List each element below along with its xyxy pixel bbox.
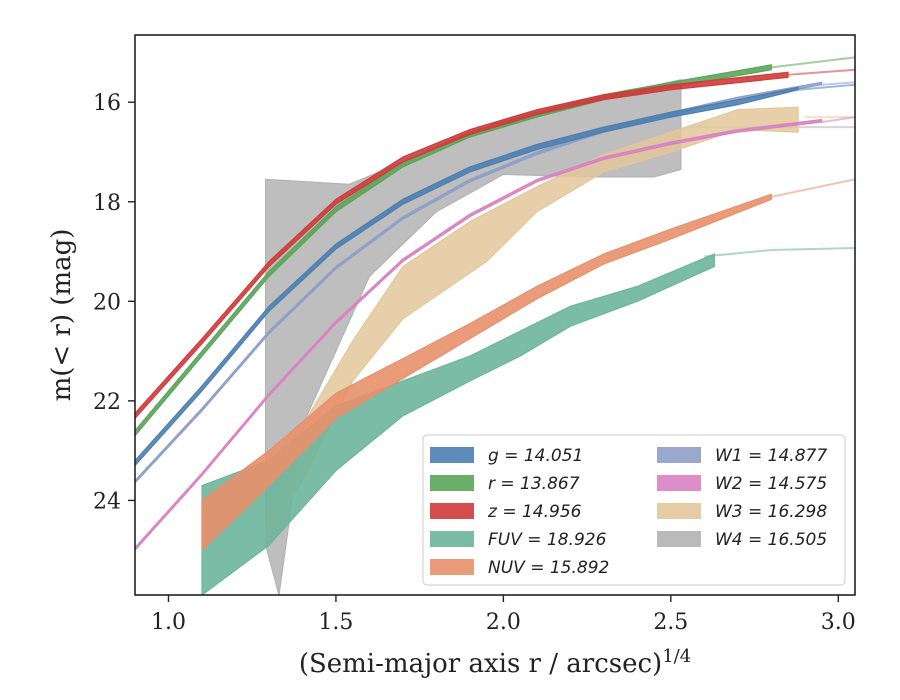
series-z-band <box>135 71 789 420</box>
x-axis-ticks: 1.0 1.5 2.0 2.5 3.0 <box>151 595 856 635</box>
plot-frame <box>134 34 856 596</box>
series-w2 <box>135 116 855 552</box>
series-nuv-band <box>201 193 772 552</box>
series-nuv <box>201 178 855 552</box>
legend-swatch <box>430 447 474 463</box>
x-axis-label: (Semi-major axis r / arcsec)1/4 <box>299 646 691 679</box>
x-tick-label: 2.0 <box>486 610 521 635</box>
legend-item-w4: W4 = 16.505 <box>657 530 827 550</box>
series-fuv-band <box>201 253 715 595</box>
y-tick-label: 22 <box>93 390 121 415</box>
series-w1 <box>135 81 855 484</box>
legend-swatch <box>430 559 474 575</box>
series-w2-band <box>135 118 823 552</box>
x-tick-label: 3.0 <box>821 610 856 635</box>
series-g-extrapolation <box>798 83 855 91</box>
series-w3 <box>265 106 855 545</box>
legend-item-w1: W1 = 14.877 <box>657 446 827 466</box>
legend-swatch <box>657 447 701 463</box>
legend-swatch <box>430 503 474 519</box>
series-w1-extrapolation <box>821 81 855 86</box>
series-z <box>135 68 855 420</box>
legend-item-z: z = 14.956 <box>430 502 582 522</box>
legend-swatch <box>657 503 701 519</box>
legend-item-w2: W2 = 14.575 <box>657 474 827 494</box>
series-w2-extrapolation <box>821 116 855 124</box>
y-axis-label: m(< r) (mag) <box>47 229 77 402</box>
series-w1-band <box>135 81 823 484</box>
y-axis-ticks: 16 18 20 22 24 <box>93 91 135 514</box>
legend-swatch <box>430 531 474 547</box>
legend-label: W3 = 16.298 <box>715 502 827 522</box>
x-tick-label: 2.5 <box>653 610 688 635</box>
legend-item-nuv: NUV = 15.892 <box>430 558 609 578</box>
series-r-extrapolation <box>771 56 855 69</box>
legend-box <box>422 434 846 586</box>
legend-item-fuv: FUV = 18.926 <box>430 530 607 550</box>
series-r <box>135 56 855 437</box>
series-r-band <box>135 64 772 437</box>
series-g-band <box>135 86 799 467</box>
legend-item-r: r = 13.867 <box>430 474 580 494</box>
legend-label: W1 = 14.877 <box>715 446 827 466</box>
series-layer <box>135 56 855 595</box>
legend-item-w3: W3 = 16.298 <box>657 502 827 522</box>
x-tick-label: 1.0 <box>151 610 186 635</box>
legend-item-g: g = 14.051 <box>430 446 583 466</box>
series-fuv-extrapolation <box>704 247 855 258</box>
series-g <box>135 83 855 467</box>
legend-label: z = 14.956 <box>487 502 582 522</box>
legend-label: g = 14.051 <box>488 446 583 466</box>
x-axis-label-superscript: 1/4 <box>662 646 691 667</box>
legend-label: FUV = 18.926 <box>488 530 607 550</box>
series-w3-band <box>265 106 799 545</box>
legend-label: NUV = 15.892 <box>488 558 609 578</box>
y-tick-label: 24 <box>93 489 121 514</box>
legend-label: W2 = 14.575 <box>715 474 827 494</box>
legend-label: W4 = 16.505 <box>715 530 827 550</box>
legend-label: r = 13.867 <box>488 474 580 494</box>
series-nuv-extrapolation <box>771 178 855 198</box>
x-tick-label: 1.5 <box>318 610 353 635</box>
y-tick-label: 20 <box>93 290 121 315</box>
y-tick-label: 18 <box>93 191 121 216</box>
series-z-extrapolation <box>787 68 855 76</box>
legend-swatch <box>430 475 474 491</box>
y-tick-label: 16 <box>93 91 121 116</box>
legend-swatch <box>657 531 701 547</box>
legend: g = 14.051 r = 13.867 z = 14.956 FUV = 18.9… <box>422 434 846 586</box>
legend-swatch <box>657 475 701 491</box>
series-fuv <box>201 247 855 595</box>
